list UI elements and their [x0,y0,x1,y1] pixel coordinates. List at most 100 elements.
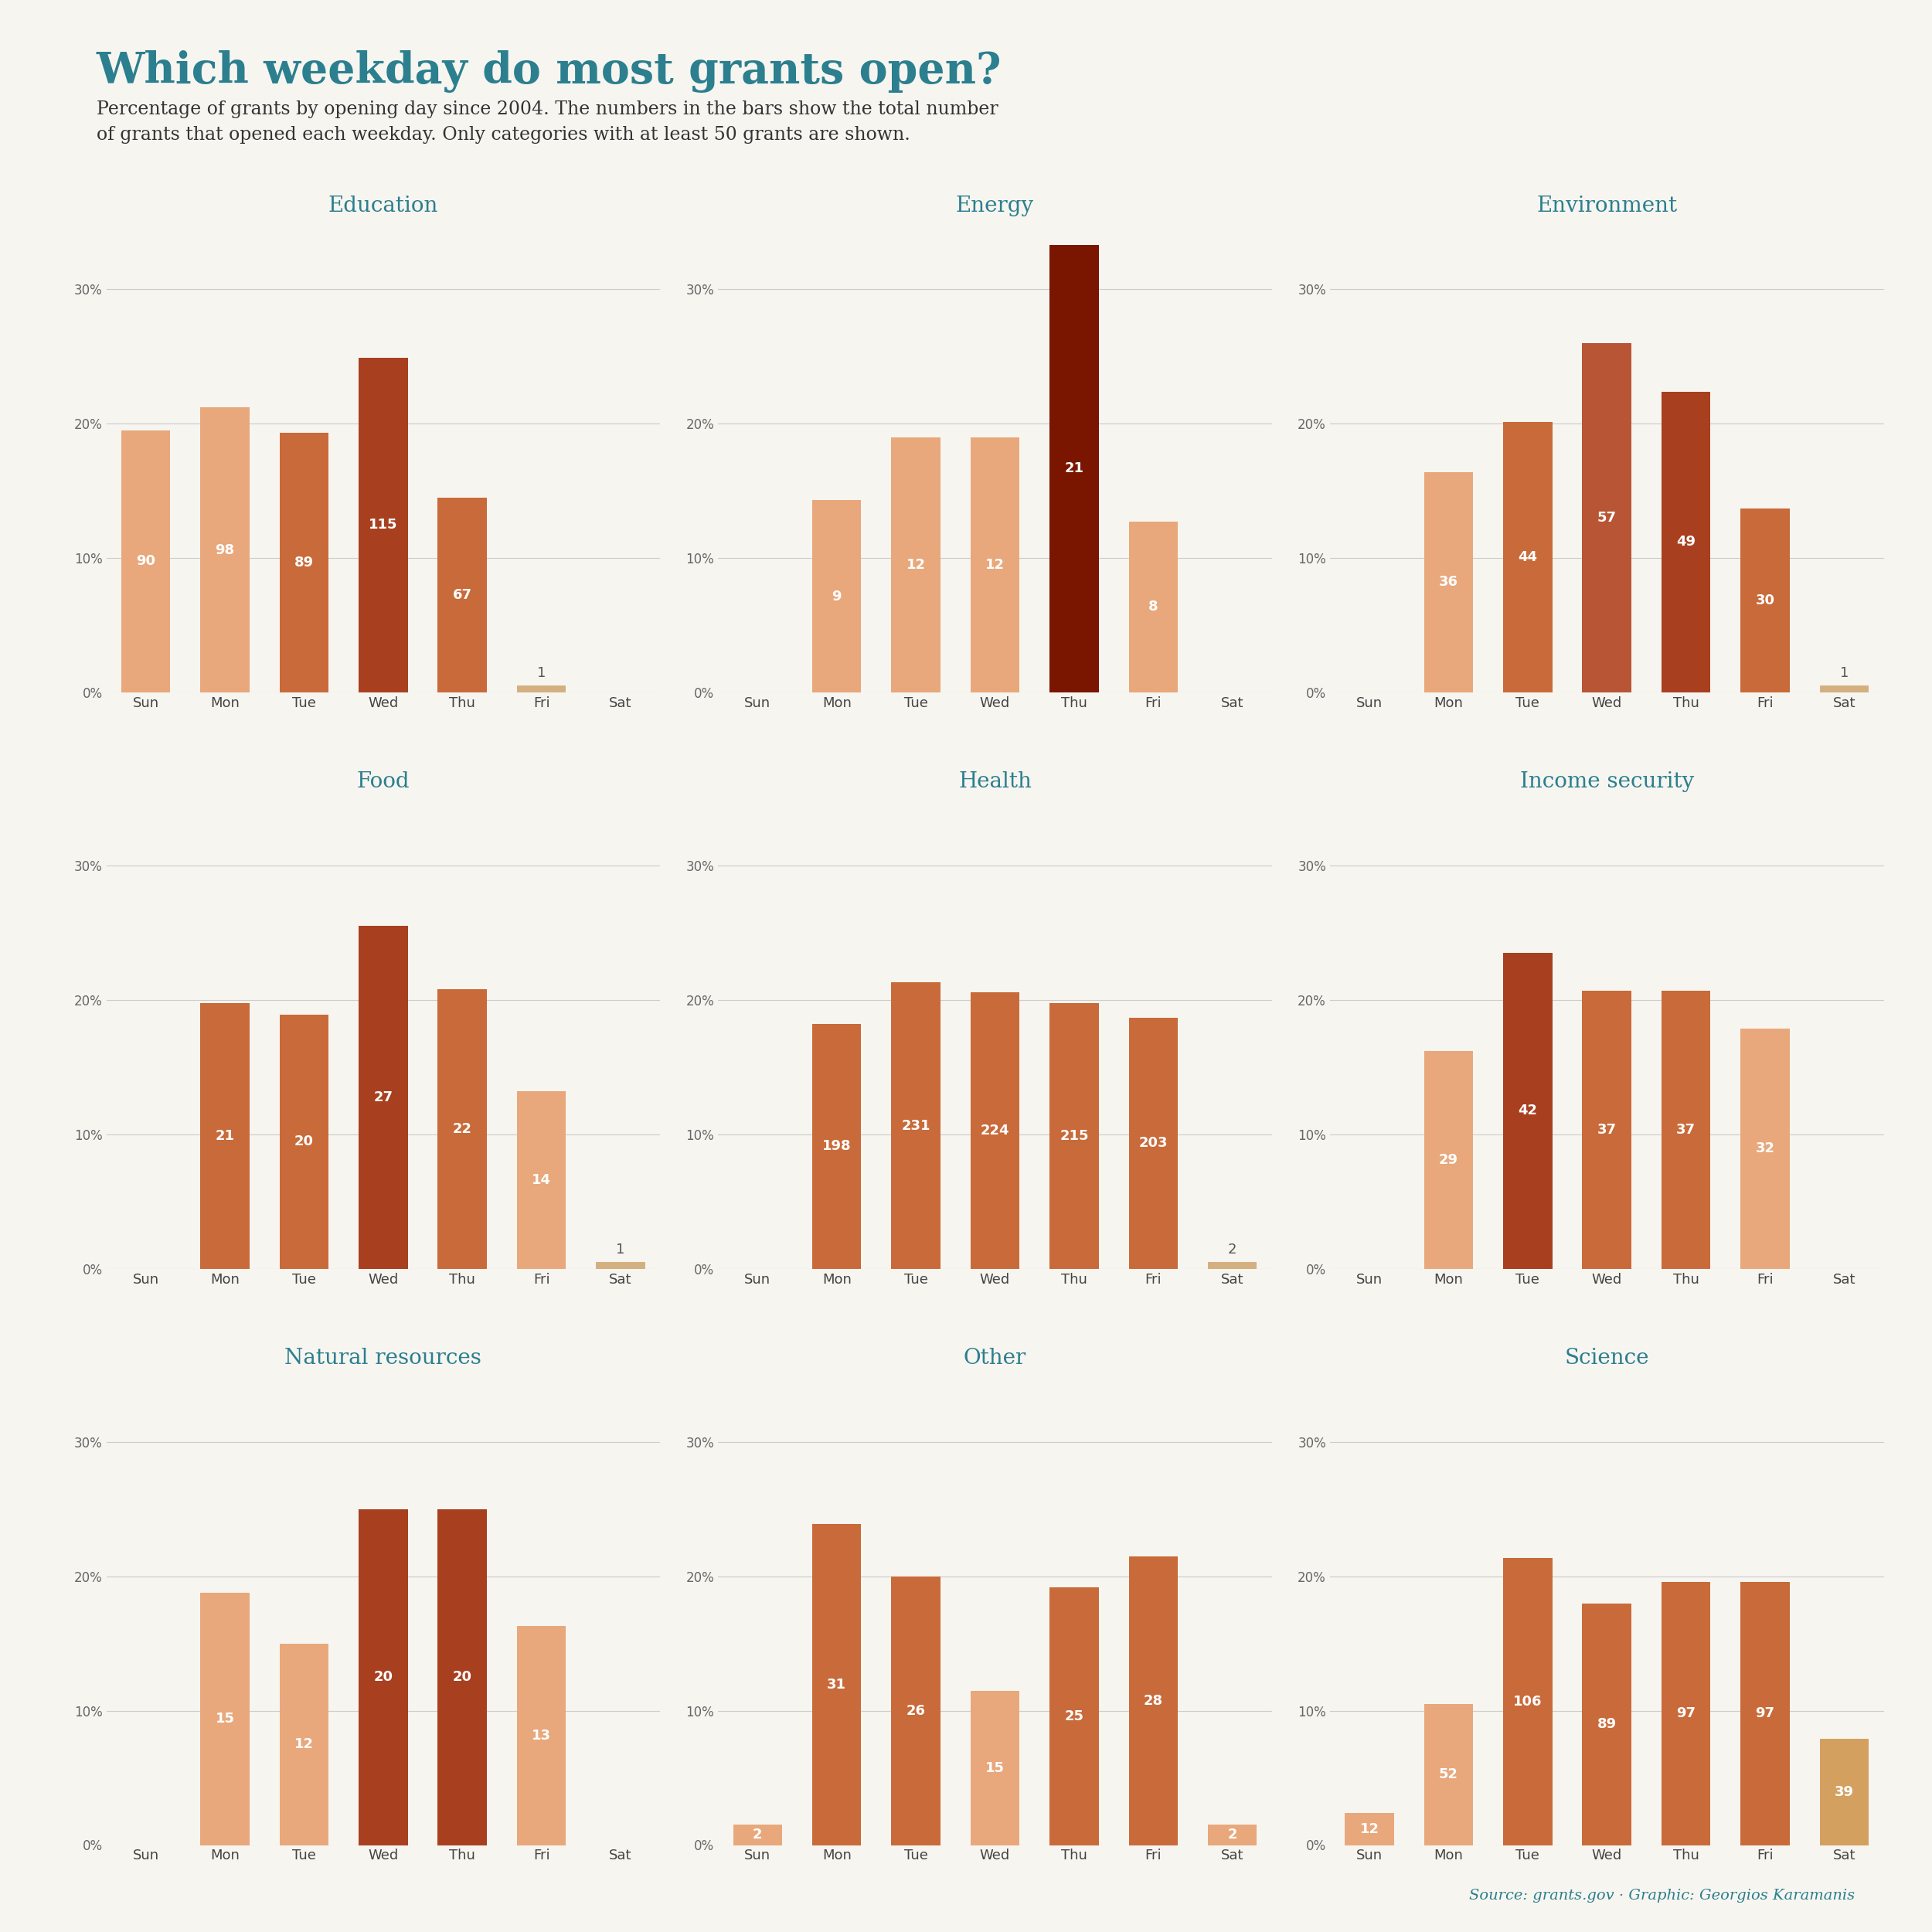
Bar [970,437,1020,692]
Bar [891,437,941,692]
Text: 28: 28 [1144,1694,1163,1708]
Text: 1: 1 [1839,667,1849,680]
Text: 12: 12 [1360,1822,1379,1835]
Text: 31: 31 [827,1677,846,1692]
Text: 39: 39 [1835,1785,1855,1799]
Bar [439,989,487,1269]
Bar [891,983,941,1269]
Text: 15: 15 [214,1712,234,1725]
Bar [201,1003,249,1269]
Text: 98: 98 [214,543,234,556]
Bar [1503,423,1551,692]
Text: 90: 90 [135,554,155,568]
Bar [1424,471,1472,692]
Bar [891,1577,941,1845]
Bar [1049,245,1099,692]
Text: Which weekday do most grants open?: Which weekday do most grants open? [97,50,1003,93]
Bar [1128,1018,1179,1269]
Bar [122,431,170,692]
Bar [1128,1557,1179,1845]
Bar [1741,508,1789,692]
Bar [439,1509,487,1845]
Title: Natural resources: Natural resources [284,1349,481,1370]
Bar [811,1024,862,1269]
Text: 49: 49 [1677,535,1696,549]
Bar [1049,1588,1099,1845]
Text: 25: 25 [1065,1710,1084,1723]
Text: 44: 44 [1519,551,1538,564]
Text: 9: 9 [833,589,842,603]
Bar [518,1627,566,1845]
Text: 12: 12 [906,558,925,572]
Text: 89: 89 [1598,1718,1617,1731]
Bar [1424,1704,1472,1845]
Text: 224: 224 [980,1122,1009,1138]
Text: Source: grants.gov · Graphic: Georgios Karamanis: Source: grants.gov · Graphic: Georgios K… [1468,1889,1855,1903]
Text: 2: 2 [1227,1828,1236,1841]
Bar [1662,392,1710,692]
Bar [280,1014,328,1269]
Text: 13: 13 [531,1729,551,1743]
Bar [811,1524,862,1845]
Text: 215: 215 [1059,1128,1088,1142]
Text: 203: 203 [1138,1136,1167,1150]
Text: 15: 15 [985,1760,1005,1776]
Title: Food: Food [357,771,410,792]
Text: 1: 1 [537,667,547,680]
Bar [1820,1739,1868,1845]
Bar [1820,686,1868,692]
Bar [1208,1262,1258,1269]
Text: 57: 57 [1598,510,1617,526]
Bar [1049,1003,1099,1269]
Bar [359,357,408,692]
Bar [359,1509,408,1845]
Text: 42: 42 [1519,1103,1538,1119]
Text: 198: 198 [823,1140,852,1153]
Text: 27: 27 [373,1090,392,1105]
Bar [1424,1051,1472,1269]
Text: 21: 21 [1065,462,1084,475]
Text: 20: 20 [373,1669,392,1685]
Text: 30: 30 [1756,593,1776,607]
Text: 52: 52 [1439,1768,1459,1781]
Bar [1128,522,1179,692]
Bar [1741,1582,1789,1845]
Text: 231: 231 [902,1119,931,1132]
Bar [1503,952,1551,1269]
Bar [970,1690,1020,1845]
Text: Percentage of grants by opening day since 2004. The numbers in the bars show the: Percentage of grants by opening day sinc… [97,100,999,143]
Title: Energy: Energy [956,195,1034,216]
Text: 115: 115 [369,518,398,531]
Bar [1662,1582,1710,1845]
Title: Income security: Income security [1520,771,1694,792]
Text: 36: 36 [1439,576,1459,589]
Text: 2: 2 [1229,1242,1236,1256]
Bar [1582,344,1631,692]
Text: 37: 37 [1677,1122,1696,1136]
Bar [1503,1557,1551,1845]
Bar [1741,1028,1789,1269]
Bar [1208,1826,1258,1845]
Text: 29: 29 [1439,1153,1459,1167]
Bar [811,500,862,692]
Bar [1345,1812,1395,1845]
Text: 106: 106 [1513,1694,1542,1708]
Text: 97: 97 [1677,1706,1696,1719]
Bar [1662,991,1710,1269]
Title: Other: Other [964,1349,1026,1370]
Text: 97: 97 [1756,1706,1776,1719]
Bar [201,408,249,692]
Bar [439,498,487,692]
Text: 8: 8 [1148,601,1157,614]
Title: Environment: Environment [1536,195,1677,216]
Bar [1582,991,1631,1269]
Text: 1: 1 [616,1242,624,1256]
Bar [359,925,408,1269]
Bar [280,1644,328,1845]
Text: 12: 12 [985,558,1005,572]
Text: 26: 26 [906,1704,925,1718]
Text: 67: 67 [452,587,471,603]
Bar [518,1092,566,1269]
Text: 21: 21 [214,1128,234,1142]
Text: 14: 14 [531,1173,551,1186]
